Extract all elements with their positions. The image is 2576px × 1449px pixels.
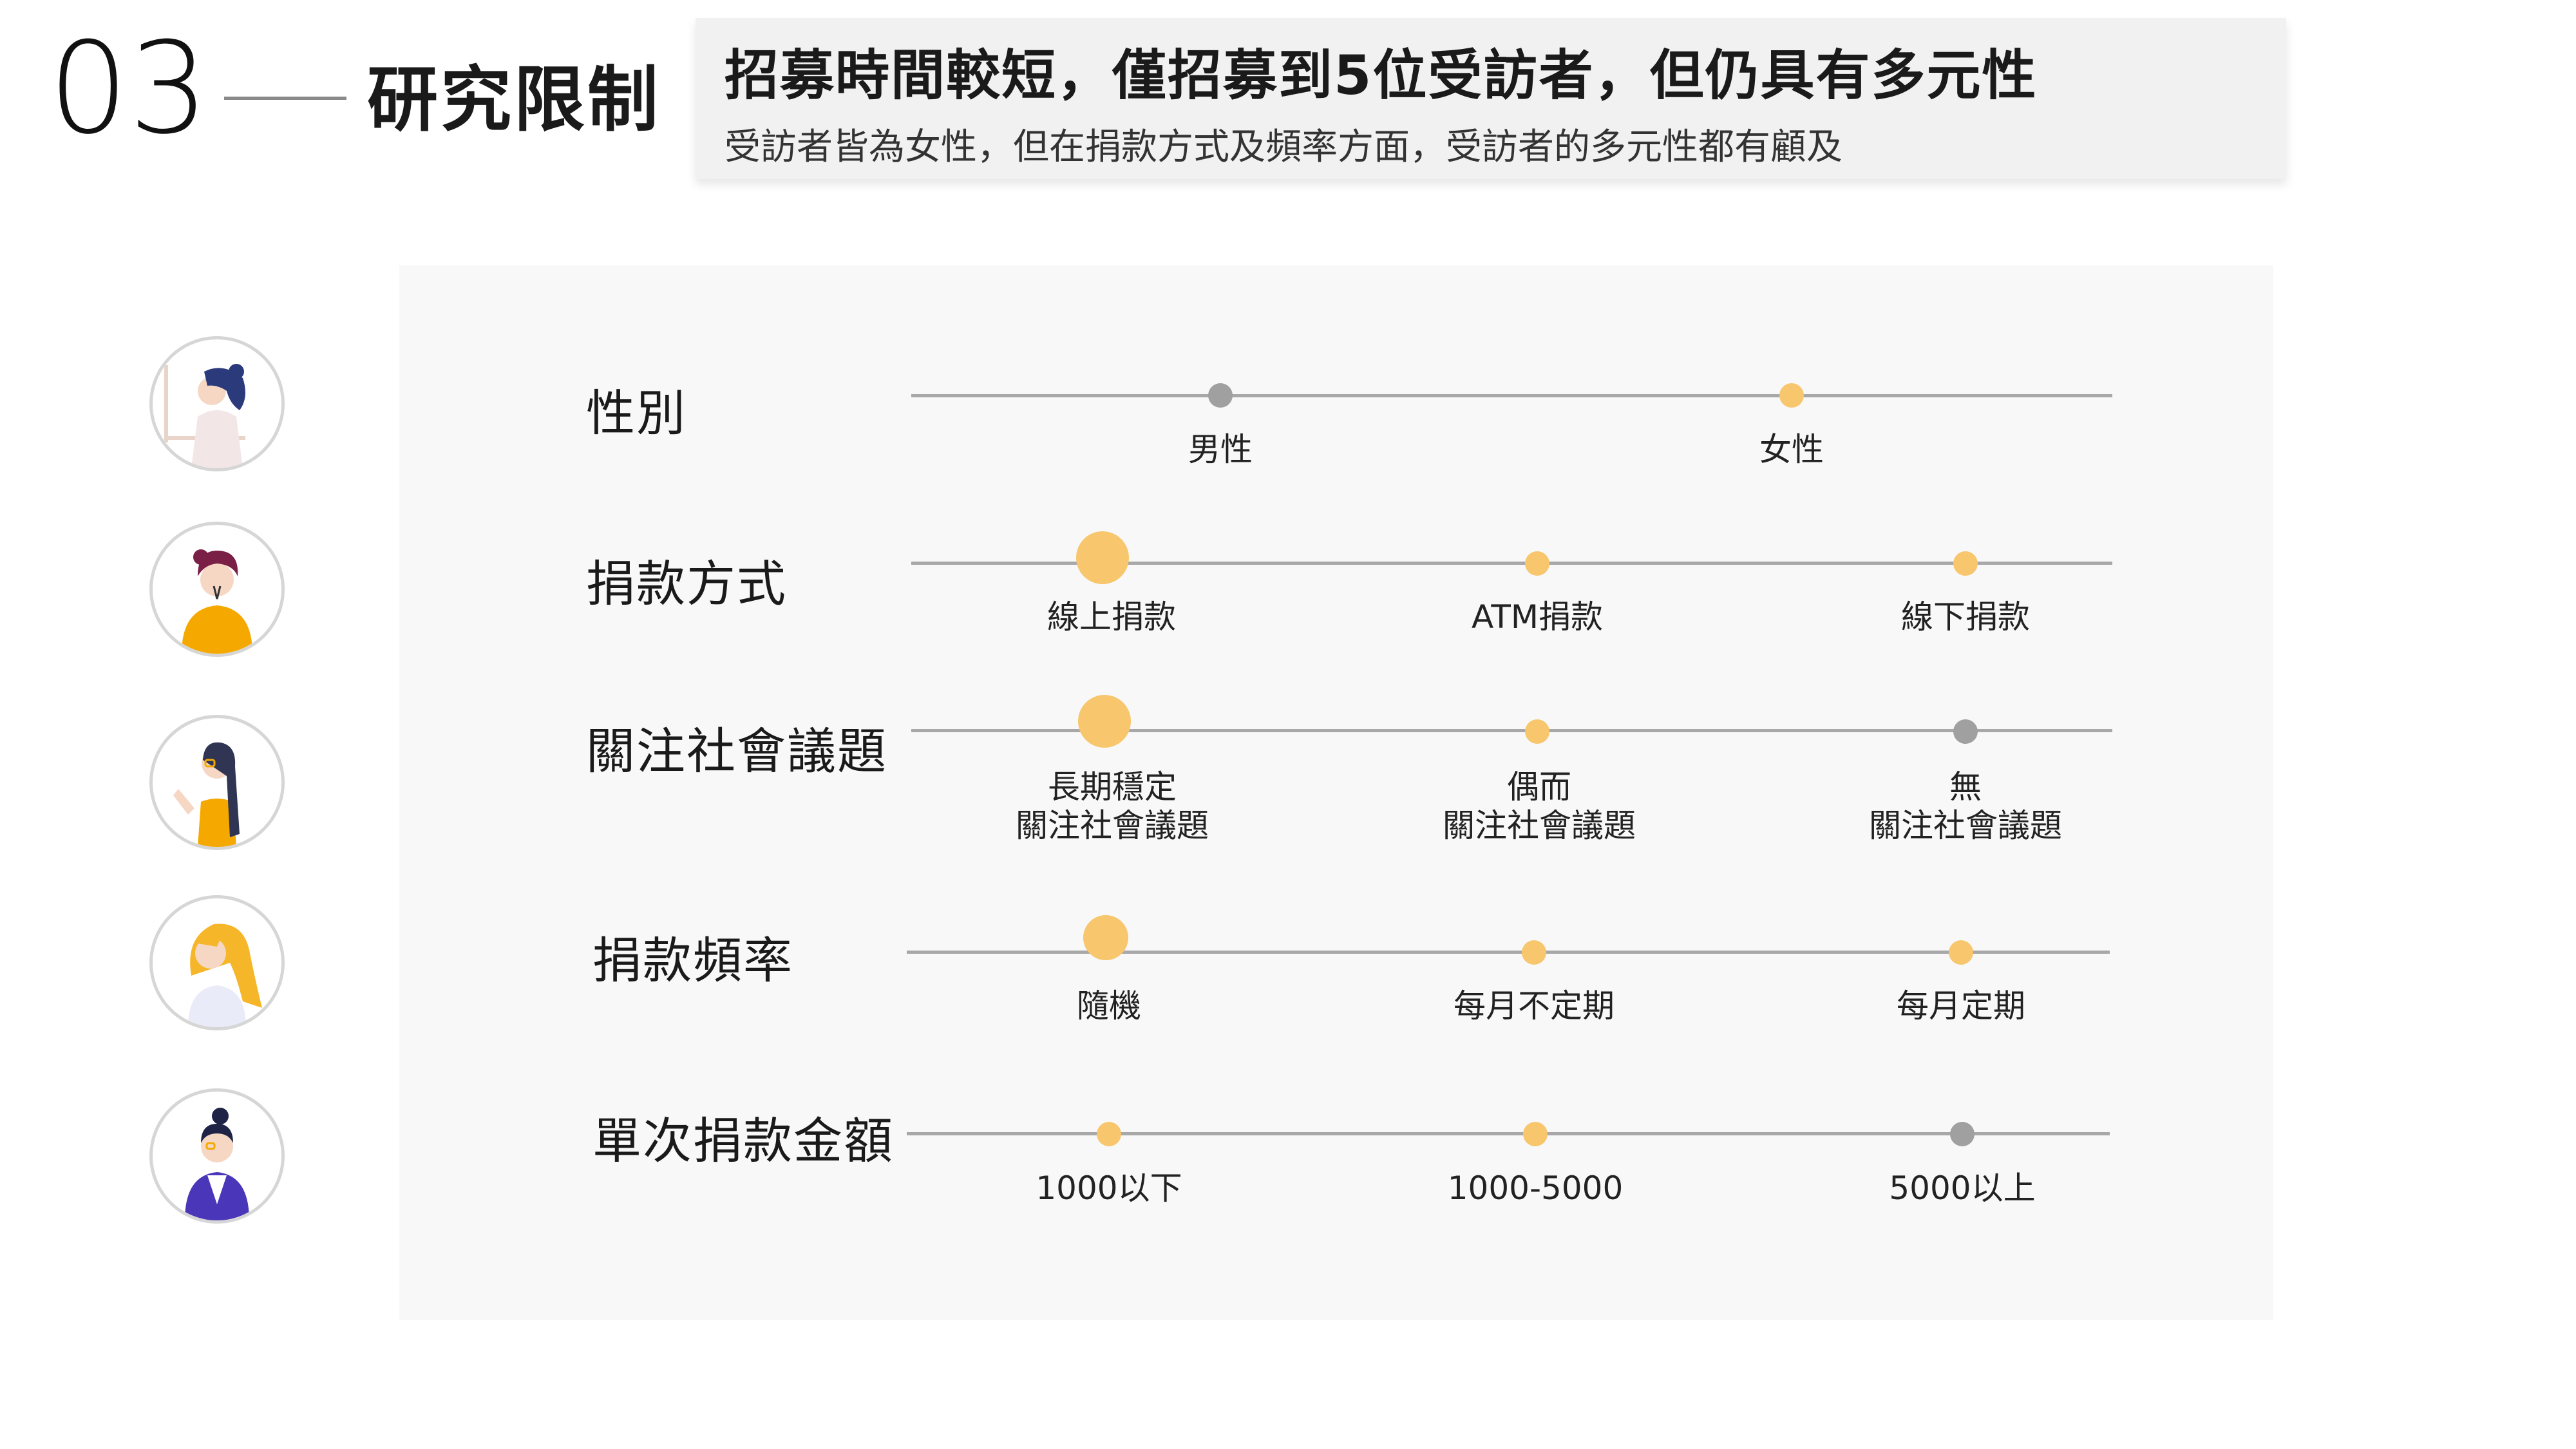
avatar-row-2 xyxy=(149,522,285,657)
woman-navy-hair-icon xyxy=(164,364,245,468)
option-dot xyxy=(1522,940,1546,965)
option-dot xyxy=(1078,695,1131,748)
option-dot xyxy=(1076,531,1129,584)
option-label: 無關注社會議題 xyxy=(1869,768,2062,844)
option-dot xyxy=(1208,383,1233,408)
option-dot xyxy=(1949,940,1973,965)
option-label: 1000以下 xyxy=(1036,1170,1182,1207)
option-label: ATM捐款 xyxy=(1471,598,1604,636)
option-label: 線下捐款 xyxy=(1901,598,2030,636)
avatar-row-5 xyxy=(149,1088,285,1224)
option-dot xyxy=(1523,1122,1548,1146)
woman-long-hair-glasses-icon xyxy=(173,742,240,847)
scale-track xyxy=(911,729,2112,732)
row-label-donation-amount: 單次捐款金額 xyxy=(592,1112,894,1170)
woman-purple-jacket-icon xyxy=(185,1108,249,1220)
option-label: 每月不定期 xyxy=(1454,987,1615,1025)
option-dot xyxy=(1953,551,1978,576)
option-dot xyxy=(1525,551,1549,576)
section-title: 研究限制 xyxy=(367,59,661,141)
option-label: 1000-5000 xyxy=(1447,1170,1624,1207)
option-label: 5000以上 xyxy=(1889,1170,2036,1207)
row-label-social-issues: 關注社會議題 xyxy=(586,723,887,780)
scale-track xyxy=(907,1132,2110,1135)
option-label: 偶而 關注社會議題 xyxy=(1443,768,1636,844)
option-dot xyxy=(1097,1122,1121,1146)
row-label-gender: 性別 xyxy=(586,384,687,442)
summary-body: 受訪者皆為女性，但在捐款方式及頻率方面，受訪者的多元性都有顧及 xyxy=(724,126,1842,168)
option-label: 隨機 xyxy=(1077,987,1141,1025)
header-divider xyxy=(224,97,346,100)
option-label: 每月定期 xyxy=(1897,987,2025,1025)
scale-track xyxy=(907,951,2110,954)
option-dot xyxy=(1953,719,1978,744)
section-number: 03 xyxy=(48,15,209,162)
option-label: 男性 xyxy=(1188,431,1253,468)
option-dot xyxy=(1779,383,1804,408)
avatar-row-1 xyxy=(149,336,285,471)
scale-track xyxy=(911,562,2112,565)
option-dot xyxy=(1950,1122,1975,1146)
option-label: 線上捐款 xyxy=(1047,598,1176,636)
row-label-donation-frequency: 捐款頻率 xyxy=(592,932,793,989)
woman-yellow-sweater-icon xyxy=(182,549,252,654)
woman-blonde-hair-icon xyxy=(188,923,262,1027)
scale-track xyxy=(911,394,2112,397)
avatar-row-3 xyxy=(149,715,285,850)
option-dot xyxy=(1083,915,1128,960)
avatar-row-4 xyxy=(149,895,285,1030)
summary-box: 招募時間較短，僅招募到5位受訪者，但仍具有多元性 受訪者皆為女性，但在捐款方式及… xyxy=(696,18,2286,179)
row-label-donation-method: 捐款方式 xyxy=(586,555,787,612)
summary-heading: 招募時間較短，僅招募到5位受訪者，但仍具有多元性 xyxy=(724,44,2038,107)
option-dot xyxy=(1525,719,1549,744)
option-label: 長期穩定 關注社會議題 xyxy=(1016,768,1209,844)
option-label: 女性 xyxy=(1759,431,1824,468)
